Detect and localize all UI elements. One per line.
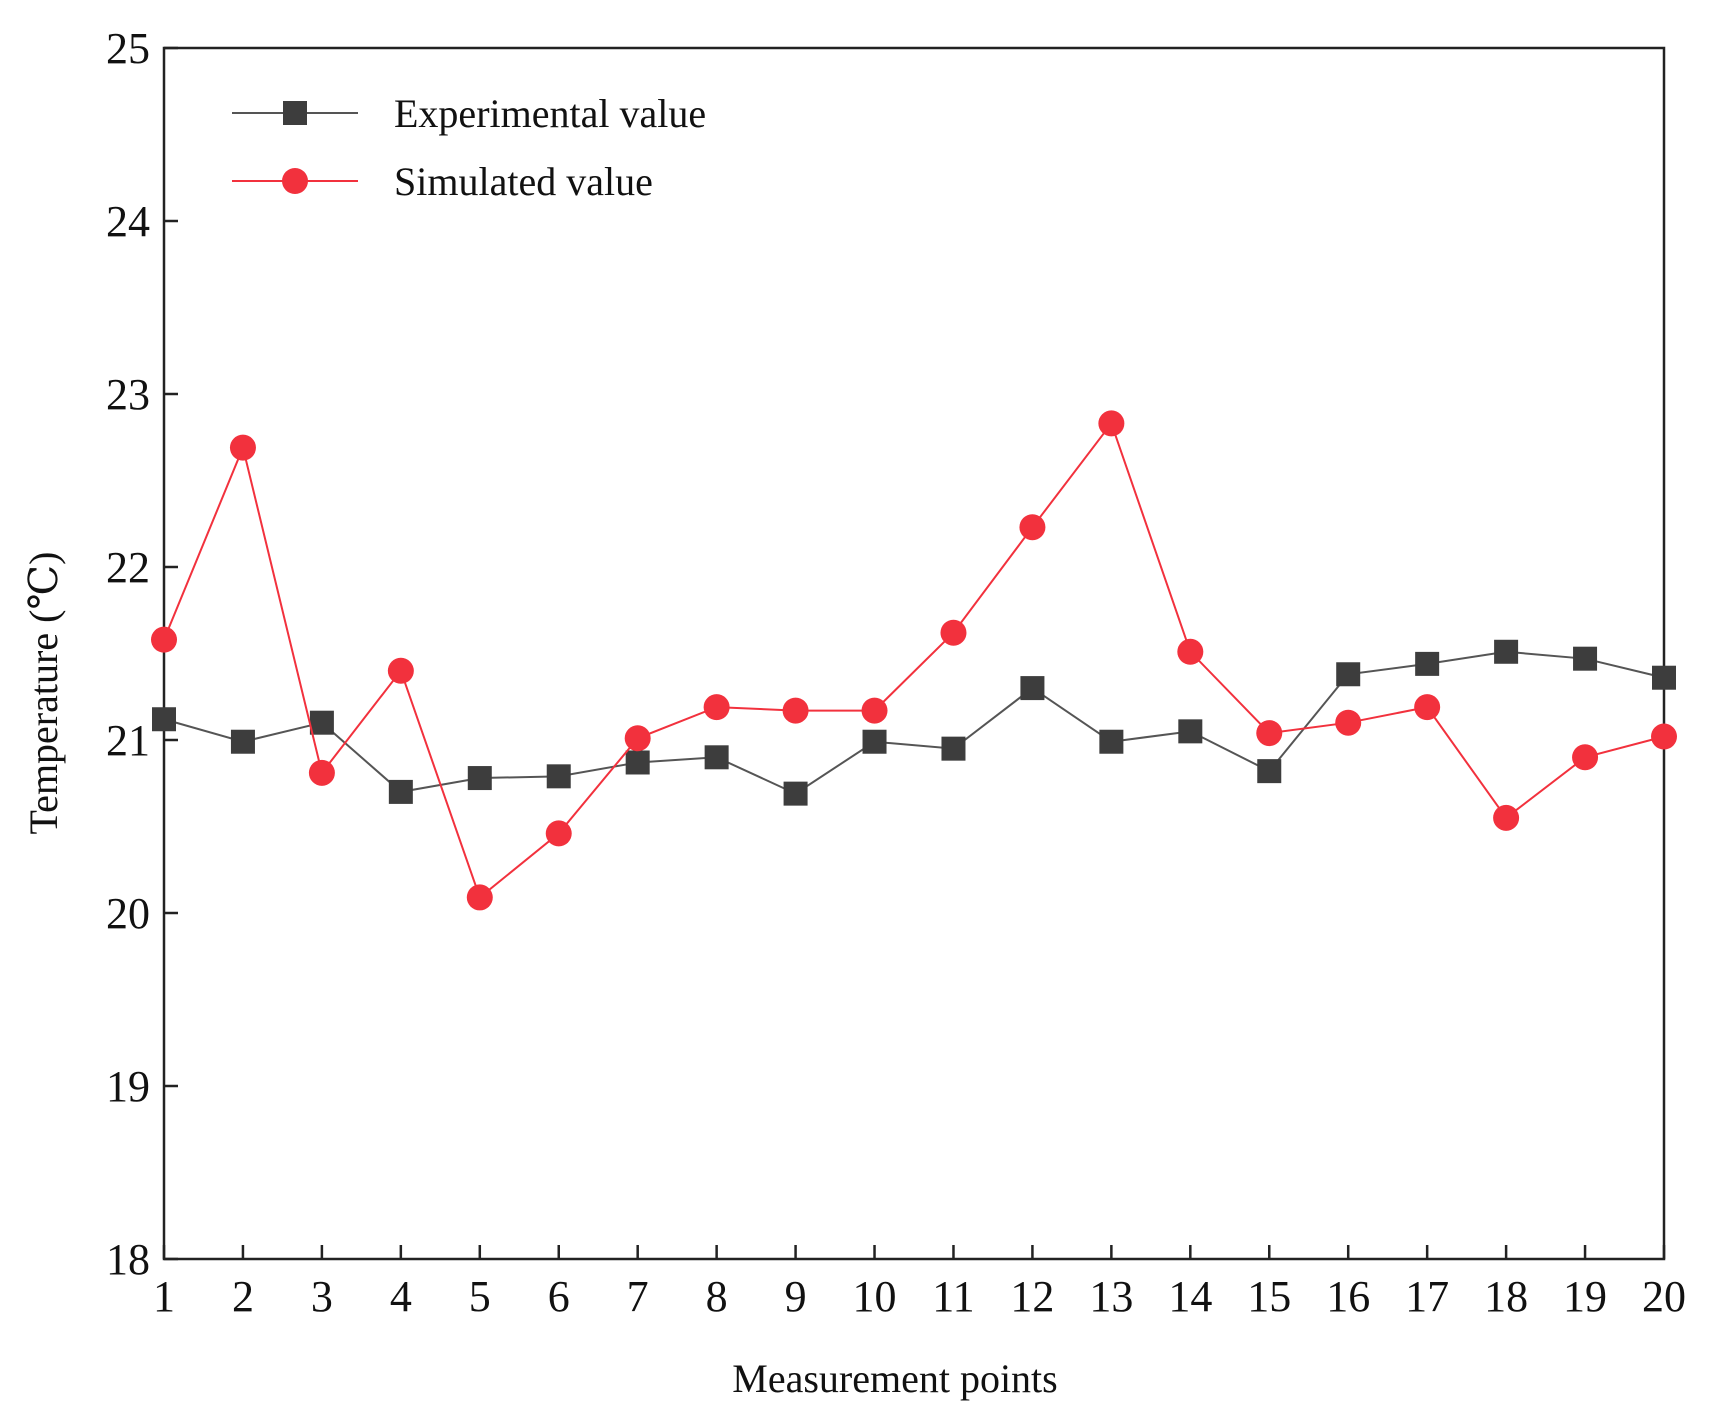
x-tick-label: 15 (1247, 1272, 1291, 1321)
data-point-square (1652, 665, 1676, 690)
data-point-square (546, 764, 571, 789)
x-tick-label: 4 (390, 1272, 412, 1321)
data-point-square (704, 745, 729, 770)
data-point-circle (1414, 694, 1441, 721)
data-point-circle (1256, 720, 1283, 747)
data-point-circle (308, 759, 335, 786)
x-tick-label: 11 (932, 1272, 974, 1321)
legend-marker-circle (282, 168, 308, 194)
data-point-circle (703, 694, 730, 721)
series-experimental (152, 639, 1676, 806)
x-tick-label: 12 (1010, 1272, 1054, 1321)
data-point-circle (624, 725, 651, 752)
legend-marker-square (283, 101, 307, 125)
data-point-circle (1177, 638, 1204, 665)
data-point-circle (1098, 410, 1125, 437)
data-point-square (1257, 759, 1282, 784)
x-tick-label: 19 (1563, 1272, 1607, 1321)
data-point-circle (1493, 804, 1520, 831)
data-point-square (1494, 639, 1519, 664)
x-tick-label: 18 (1484, 1272, 1528, 1321)
x-tick-label: 2 (232, 1272, 254, 1321)
x-tick-label: 6 (548, 1272, 570, 1321)
legend-label: Simulated value (394, 159, 653, 204)
y-tick-label: 24 (106, 197, 150, 246)
data-point-square (1336, 662, 1361, 687)
x-tick-label: 14 (1168, 1272, 1212, 1321)
series-simulated (151, 410, 1677, 911)
data-point-square (1178, 719, 1203, 744)
x-tick-label: 5 (469, 1272, 491, 1321)
data-point-square (388, 779, 413, 804)
plot-frame (162, 46, 1666, 1261)
data-point-circle (229, 434, 256, 461)
data-point-square (625, 750, 650, 775)
plot-area (151, 410, 1677, 911)
data-point-square (467, 766, 492, 791)
x-tick-label: 8 (706, 1272, 728, 1321)
x-tick-label: 3 (311, 1272, 333, 1321)
data-point-square (783, 781, 808, 806)
x-tick-label: 9 (785, 1272, 807, 1321)
data-point-square (1415, 651, 1440, 676)
y-axis-label: Temperature (℃) (21, 552, 66, 835)
data-point-circle (466, 884, 493, 911)
data-point-square (1573, 646, 1598, 671)
data-point-circle (782, 697, 809, 724)
y-tick-label: 25 (106, 24, 150, 73)
data-point-square (230, 729, 255, 754)
legend-label: Experimental value (394, 91, 706, 136)
series-line (163, 421, 1665, 900)
legend-item: Simulated value (232, 159, 653, 204)
x-tick-label: 1 (153, 1272, 175, 1321)
x-tick-label: 10 (853, 1272, 897, 1321)
series-line (163, 650, 1665, 795)
y-tick-label: 18 (106, 1235, 150, 1284)
data-point-square (1020, 676, 1045, 701)
y-tick-label: 19 (106, 1062, 150, 1111)
legend: Experimental value Simulated value (232, 91, 706, 204)
data-point-square (1099, 729, 1124, 754)
data-point-circle (1335, 709, 1362, 736)
x-tick-label: 16 (1326, 1272, 1370, 1321)
y-tick-label: 20 (106, 889, 150, 938)
data-point-circle (940, 619, 967, 646)
data-point-square (862, 729, 887, 754)
x-tick-label: 17 (1405, 1272, 1449, 1321)
y-tick-label: 21 (106, 716, 150, 765)
x-tick-label: 20 (1642, 1272, 1686, 1321)
data-point-circle (1019, 514, 1046, 541)
data-point-circle (545, 820, 572, 847)
data-point-square (941, 736, 966, 761)
data-point-circle (1651, 723, 1677, 750)
data-point-square (309, 710, 334, 735)
x-tick-label: 13 (1089, 1272, 1133, 1321)
legend-item: Experimental value (232, 91, 706, 136)
data-point-square (152, 707, 176, 732)
y-tick-label: 22 (106, 543, 150, 592)
data-point-circle (1572, 744, 1599, 771)
data-point-circle (151, 626, 177, 653)
x-tick-label: 7 (627, 1272, 649, 1321)
y-tick-label: 23 (106, 370, 150, 419)
data-point-circle (861, 697, 888, 724)
data-point-circle (387, 657, 414, 684)
x-axis-label: Measurement points (732, 1356, 1058, 1401)
